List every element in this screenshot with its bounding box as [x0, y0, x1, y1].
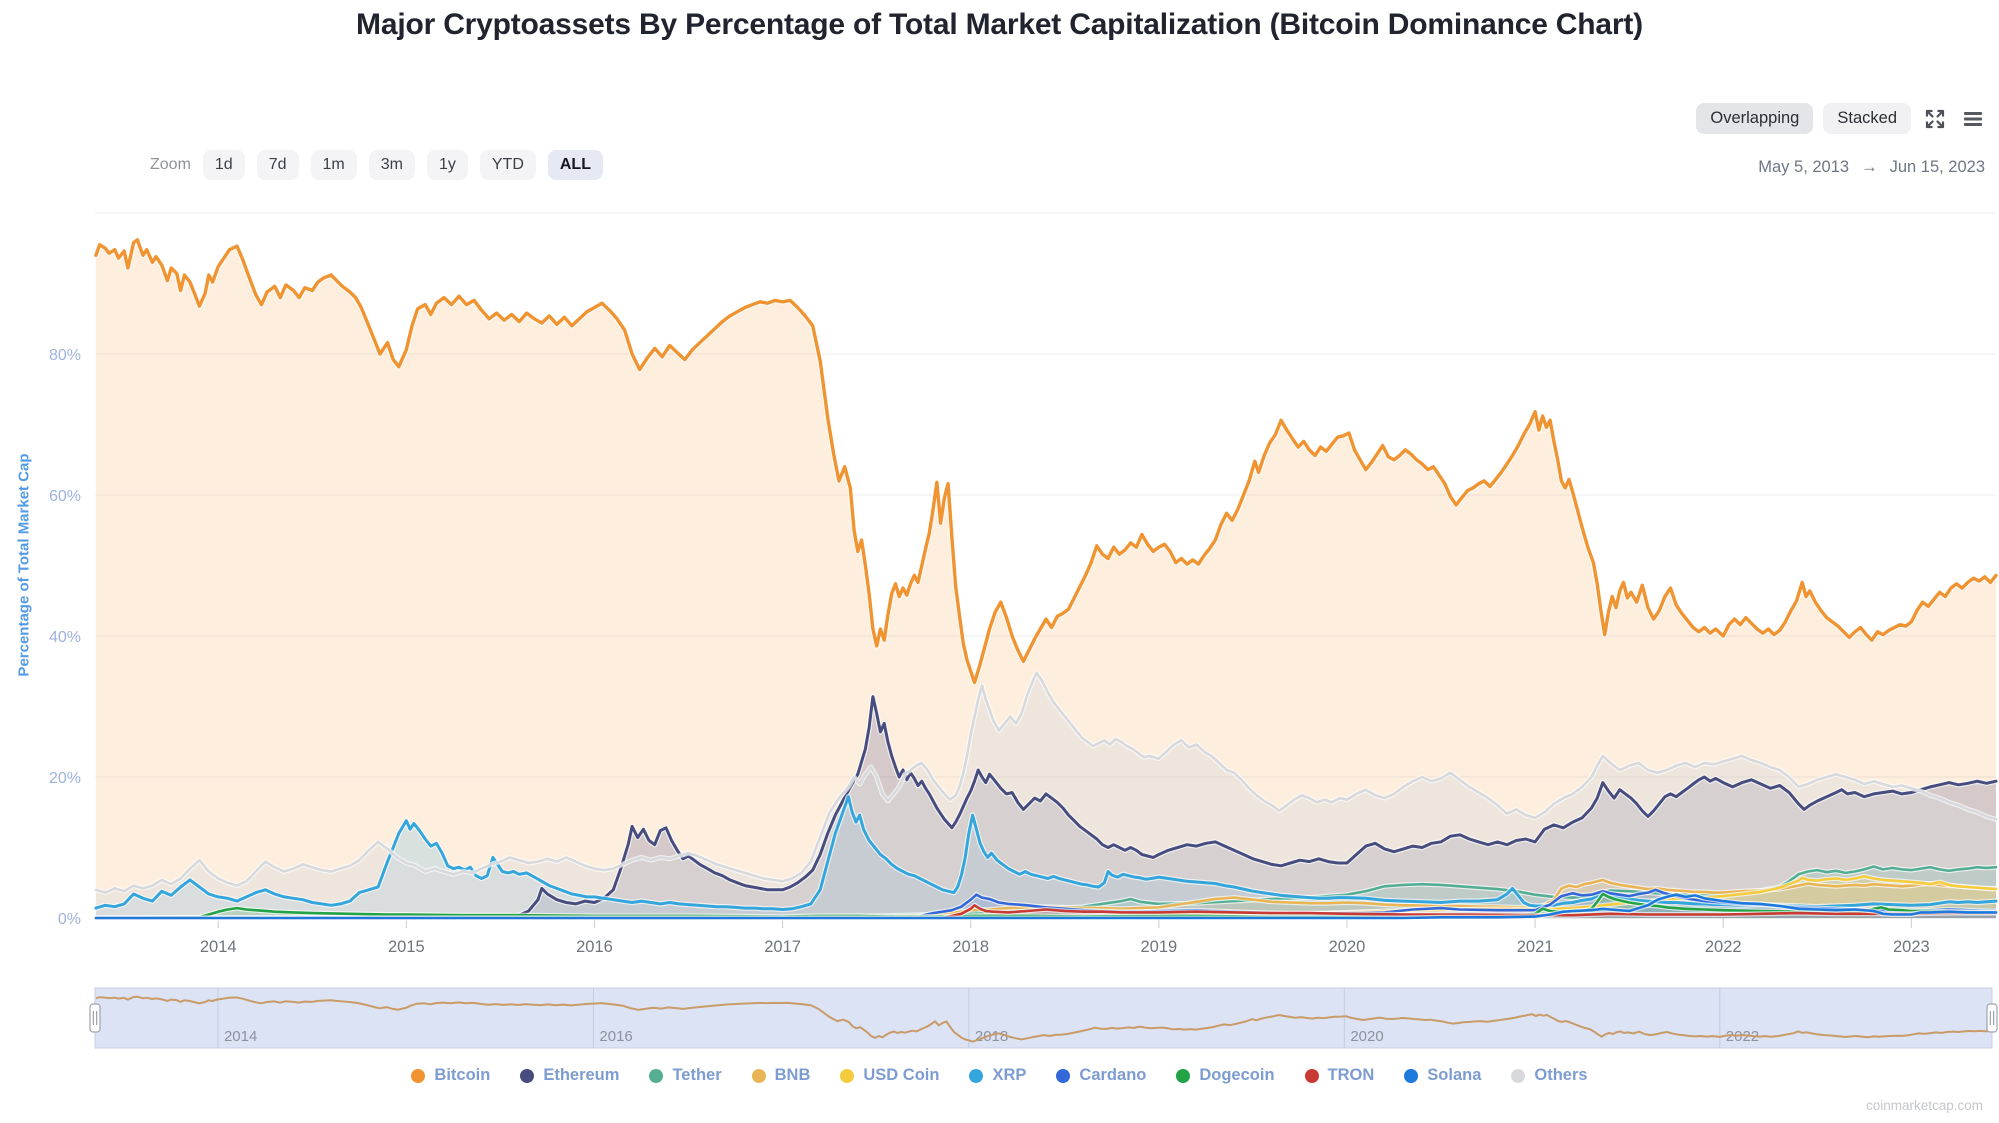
- navigator-handle-right[interactable]: [1986, 1003, 1998, 1033]
- zoom-button-group: 1d 7d 1m 3m 1y YTD ALL: [202, 150, 603, 180]
- legend-item-xrp[interactable]: XRP: [969, 1066, 1026, 1085]
- legend-item-ethereum[interactable]: Ethereum: [520, 1066, 619, 1085]
- hamburger-menu-icon: [1964, 111, 1982, 126]
- series-line-ethereum[interactable]: [94, 695, 1998, 920]
- series-line-tether[interactable]: [94, 865, 1998, 920]
- legend-label: Others: [1534, 1066, 1588, 1084]
- date-range-start: May 5, 2013: [1758, 158, 1850, 176]
- usd-coin-dot-icon: [840, 1068, 855, 1083]
- x-axis-label-2017: 2017: [764, 938, 801, 956]
- arrow-right-icon: →: [1861, 158, 1878, 176]
- bnb-dot-icon: [751, 1068, 766, 1083]
- series-line-tron[interactable]: [94, 904, 1998, 920]
- x-axis-label-2014: 2014: [200, 938, 237, 956]
- ethereum-dot-icon: [520, 1068, 535, 1083]
- expand-icon: [1925, 109, 1945, 128]
- chart-menu-button[interactable]: [1959, 105, 1987, 133]
- legend-item-bnb[interactable]: BNB: [751, 1066, 811, 1085]
- navigator-label-2020: 2020: [1350, 1028, 1383, 1045]
- legend-item-solana[interactable]: Solana: [1404, 1066, 1481, 1085]
- watermark: coinmarketcap.com: [1865, 1098, 1983, 1113]
- x-axis-label-2016: 2016: [576, 938, 613, 956]
- legend-item-cardano[interactable]: Cardano: [1056, 1066, 1146, 1085]
- legend-item-usd-coin[interactable]: USD Coin: [840, 1066, 939, 1085]
- zoom-button-ytd[interactable]: YTD: [479, 150, 536, 180]
- legend-label: Ethereum: [543, 1066, 620, 1084]
- series-area-ethereum: [95, 696, 1996, 918]
- series-line-solana[interactable]: [94, 893, 1998, 920]
- page-title: Major Cryptoassets By Percentage of Tota…: [356, 8, 1643, 41]
- zoom-button-1y[interactable]: 1y: [426, 150, 468, 180]
- chart-legend: Bitcoin Ethereum Tether BNB USD Coin XRP Carda…: [0, 1066, 1999, 1085]
- navigator-label-2022: 2022: [1726, 1028, 1759, 1045]
- y-tick-label-60: 60%: [49, 488, 81, 505]
- x-axis-label-2020: 2020: [1329, 938, 1366, 956]
- legend-label: Dogecoin: [1199, 1066, 1275, 1084]
- series-line-bitcoin[interactable]: [94, 238, 1998, 685]
- solana-dot-icon: [1404, 1068, 1419, 1083]
- zoom-button-1d[interactable]: 1d: [202, 150, 245, 180]
- navigator-handle-left[interactable]: [89, 1003, 101, 1033]
- series-line-others[interactable]: [94, 671, 1998, 894]
- zoom-button-all[interactable]: ALL: [547, 150, 603, 180]
- legend-label: XRP: [992, 1066, 1027, 1084]
- legend-item-dogecoin[interactable]: Dogecoin: [1176, 1066, 1275, 1085]
- date-range-end: Jun 15, 2023: [1889, 158, 1985, 176]
- view-toggle-stacked[interactable]: Stacked: [1823, 103, 1911, 134]
- legend-label: BNB: [774, 1066, 811, 1084]
- navigator-label-2014: 2014: [224, 1028, 257, 1045]
- x-axis-label-2015: 2015: [388, 938, 425, 956]
- navigator-label-2018: 2018: [975, 1028, 1008, 1045]
- y-tick-label-0: 0%: [58, 911, 81, 928]
- legend-label: Cardano: [1079, 1066, 1147, 1084]
- navigator-series-bitcoin: [95, 995, 1993, 1043]
- legend-label: Bitcoin: [434, 1066, 491, 1084]
- legend-item-tron[interactable]: TRON: [1304, 1066, 1375, 1085]
- plot-area[interactable]: [95, 213, 1996, 918]
- legend-item-bitcoin[interactable]: Bitcoin: [411, 1066, 490, 1085]
- y-tick-label-80: 80%: [49, 347, 81, 364]
- legend-label: Tether: [672, 1066, 722, 1084]
- fullscreen-button[interactable]: [1921, 105, 1949, 133]
- bitcoin-dot-icon: [411, 1068, 426, 1083]
- view-mode-controls: Overlapping Stacked: [1696, 103, 1987, 134]
- legend-label: USD Coin: [863, 1066, 940, 1084]
- navigator-band[interactable]: [94, 987, 1993, 1049]
- series-line-bnb[interactable]: [94, 878, 1998, 920]
- tron-dot-icon: [1304, 1068, 1319, 1083]
- zoom-button-1m[interactable]: 1m: [310, 150, 357, 180]
- others-dot-icon: [1511, 1068, 1526, 1083]
- x-axis-label-2023: 2023: [1893, 938, 1930, 956]
- zoom-button-3m[interactable]: 3m: [368, 150, 415, 180]
- dogecoin-dot-icon: [1176, 1068, 1191, 1083]
- zoom-button-7d[interactable]: 7d: [256, 150, 299, 180]
- navigator-handle-left-grip[interactable]: [89, 1003, 101, 1033]
- tether-dot-icon: [649, 1068, 664, 1083]
- series-area-xrp: [95, 796, 1996, 918]
- zoom-label: Zoom: [150, 156, 191, 173]
- view-toggle-group: Overlapping Stacked: [1696, 103, 1911, 134]
- navigator-handle-right-grip[interactable]: [1986, 1003, 1998, 1033]
- legend-label: TRON: [1327, 1066, 1375, 1084]
- x-axis-label-2021: 2021: [1517, 938, 1554, 956]
- x-axis-label-2019: 2019: [1140, 938, 1177, 956]
- y-tick-label-40: 40%: [49, 629, 81, 646]
- date-range: May 5, 2013 → Jun 15, 2023: [1758, 158, 1985, 177]
- legend-item-tether[interactable]: Tether: [649, 1066, 722, 1085]
- legend-item-others[interactable]: Others: [1511, 1066, 1588, 1085]
- legend-label: Solana: [1427, 1066, 1482, 1084]
- series-area-bitcoin: [95, 239, 1996, 919]
- x-axis-label-2018: 2018: [952, 938, 989, 956]
- y-tick-label-20: 20%: [49, 770, 81, 787]
- navigator-label-2016: 2016: [599, 1028, 632, 1045]
- xrp-dot-icon: [969, 1068, 984, 1083]
- view-toggle-overlapping[interactable]: Overlapping: [1696, 103, 1814, 134]
- x-axis-label-2022: 2022: [1705, 938, 1742, 956]
- zoom-controls: Zoom 1d 7d 1m 3m 1y YTD ALL: [150, 150, 603, 180]
- cardano-dot-icon: [1056, 1068, 1071, 1083]
